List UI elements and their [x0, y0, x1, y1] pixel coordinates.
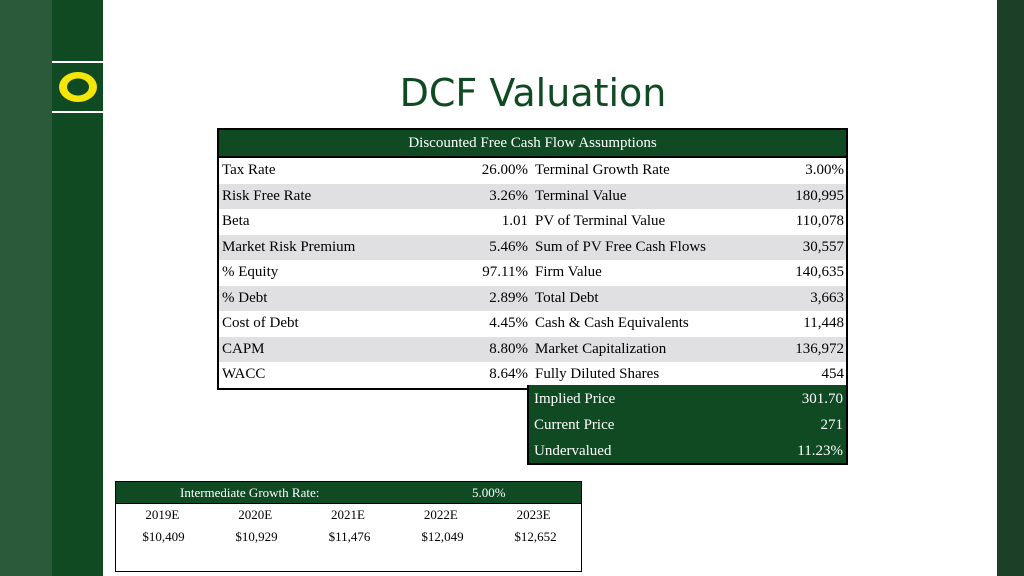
o-letter-logo-icon [58, 72, 97, 102]
left-decor-band [0, 0, 52, 576]
valuation-value: 3,663 [810, 289, 844, 306]
growth-year: 2020E [238, 507, 273, 522]
valuation-label: Firm Value [535, 264, 602, 280]
assumption-label: Cost of Debt [222, 315, 299, 331]
price-row: Current Price 271 [529, 411, 846, 437]
growth-year: 2023E [516, 507, 551, 522]
table-row: Cost of Debt 4.45% Cash & Cash Equivalents… [219, 311, 846, 337]
table-row: % Debt 2.89% Total Debt 3,663 [219, 285, 846, 311]
assumptions-table: Discounted Free Cash Flow Assumptions Ta… [217, 128, 848, 390]
assumptions-header: Discounted Free Cash Flow Assumptions [219, 130, 846, 158]
growth-value: $10,929 [235, 529, 278, 544]
price-value: 11.23% [797, 443, 843, 459]
growth-value: $12,049 [421, 529, 464, 544]
price-value: 301.70 [801, 391, 843, 407]
assumption-value: 97.11% [482, 264, 528, 280]
growth-rate-value: 5.00% [472, 485, 506, 500]
table-row: Market Risk Premium 5.46% Sum of PV Free C… [219, 234, 846, 260]
valuation-label: Market Capitalization [535, 340, 667, 357]
assumption-value: 4.45% [489, 315, 528, 331]
valuation-value: 454 [821, 366, 845, 382]
valuation-label: Terminal Value [535, 187, 627, 204]
price-value: 271 [820, 417, 844, 433]
valuation-label: Sum of PV Free Cash Flows [535, 238, 706, 255]
valuation-value: 180,995 [795, 187, 844, 204]
valuation-label: PV of Terminal Value [535, 213, 666, 229]
assumption-label: Beta [222, 213, 250, 229]
growth-rate-label: Intermediate Growth Rate: [180, 485, 320, 500]
price-row: Undervalued 11.23% [529, 437, 846, 463]
assumption-label: CAPM [222, 340, 265, 357]
price-label: Undervalued [534, 443, 612, 459]
assumption-value: 26.00% [481, 162, 528, 178]
table-row: CAPM 8.80% Market Capitalization 136,972 [219, 336, 846, 362]
assumption-label: % Debt [222, 289, 268, 306]
valuation-label: Terminal Growth Rate [535, 162, 670, 178]
table-row: Beta 1.01 PV of Terminal Value 110,078 [219, 209, 846, 235]
assumption-value: 8.64% [489, 366, 528, 382]
table-row: Risk Free Rate 3.26% Terminal Value 180,995 [219, 183, 846, 209]
price-label: Current Price [534, 417, 615, 433]
valuation-value: 3.00% [805, 162, 844, 178]
assumption-label: Tax Rate [222, 162, 276, 178]
valuation-value: 140,635 [795, 264, 844, 280]
assumption-value: 2.89% [489, 289, 528, 306]
growth-year: 2022E [423, 507, 458, 522]
growth-header: Intermediate Growth Rate: 5.00% [116, 482, 581, 504]
price-rows: Implied Price 301.70 Current Price 271 Under… [529, 385, 846, 463]
growth-value: $11,476 [328, 529, 371, 544]
valuation-value: 136,972 [795, 340, 844, 357]
page-title: DCF Valuation [399, 71, 667, 115]
growth-table: Intermediate Growth Rate: 5.00% 2019E 202… [115, 481, 582, 572]
growth-values-row: $10,409 $10,929 $11,476 $12,049 $12,652 [116, 526, 581, 548]
valuation-label: Total Debt [535, 289, 599, 306]
assumption-value: 1.01 [501, 213, 528, 229]
table-row: % Equity 97.11% Firm Value 140,635 [219, 260, 846, 286]
logo [52, 61, 103, 113]
valuation-label: Cash & Cash Equivalents [535, 315, 689, 331]
growth-year: 2021E [331, 507, 365, 522]
valuation-value: 110,078 [795, 213, 844, 229]
price-row: Implied Price 301.70 [529, 385, 846, 411]
price-summary: Implied Price 301.70 Current Price 271 Under… [527, 385, 848, 465]
valuation-value: 11,448 [803, 315, 844, 331]
assumption-value: 3.26% [489, 187, 528, 204]
assumption-label: % Equity [222, 264, 279, 280]
growth-years-row: 2019E 2020E 2021E 2022E 2023E [116, 504, 581, 526]
growth-year: 2019E [145, 507, 180, 522]
growth-value: $12,652 [514, 529, 557, 544]
valuation-label: Fully Diluted Shares [535, 366, 660, 382]
valuation-value: 30,557 [802, 238, 844, 255]
assumptions-rows: Tax Rate 26.00% Terminal Growth Rate 3.00% R… [219, 158, 846, 388]
assumption-value: 8.80% [489, 340, 528, 357]
price-label: Implied Price [534, 391, 616, 407]
growth-value: $10,409 [142, 529, 185, 544]
table-row: Tax Rate 26.00% Terminal Growth Rate 3.00% [219, 158, 846, 184]
assumption-label: Risk Free Rate [222, 187, 312, 204]
table-row: WACC 8.64% Fully Diluted Shares 454 [219, 362, 846, 388]
assumption-value: 5.46% [489, 238, 528, 255]
assumption-label: Market Risk Premium [222, 238, 356, 255]
right-decor-band [997, 0, 1024, 576]
assumption-label: WACC [222, 366, 266, 382]
